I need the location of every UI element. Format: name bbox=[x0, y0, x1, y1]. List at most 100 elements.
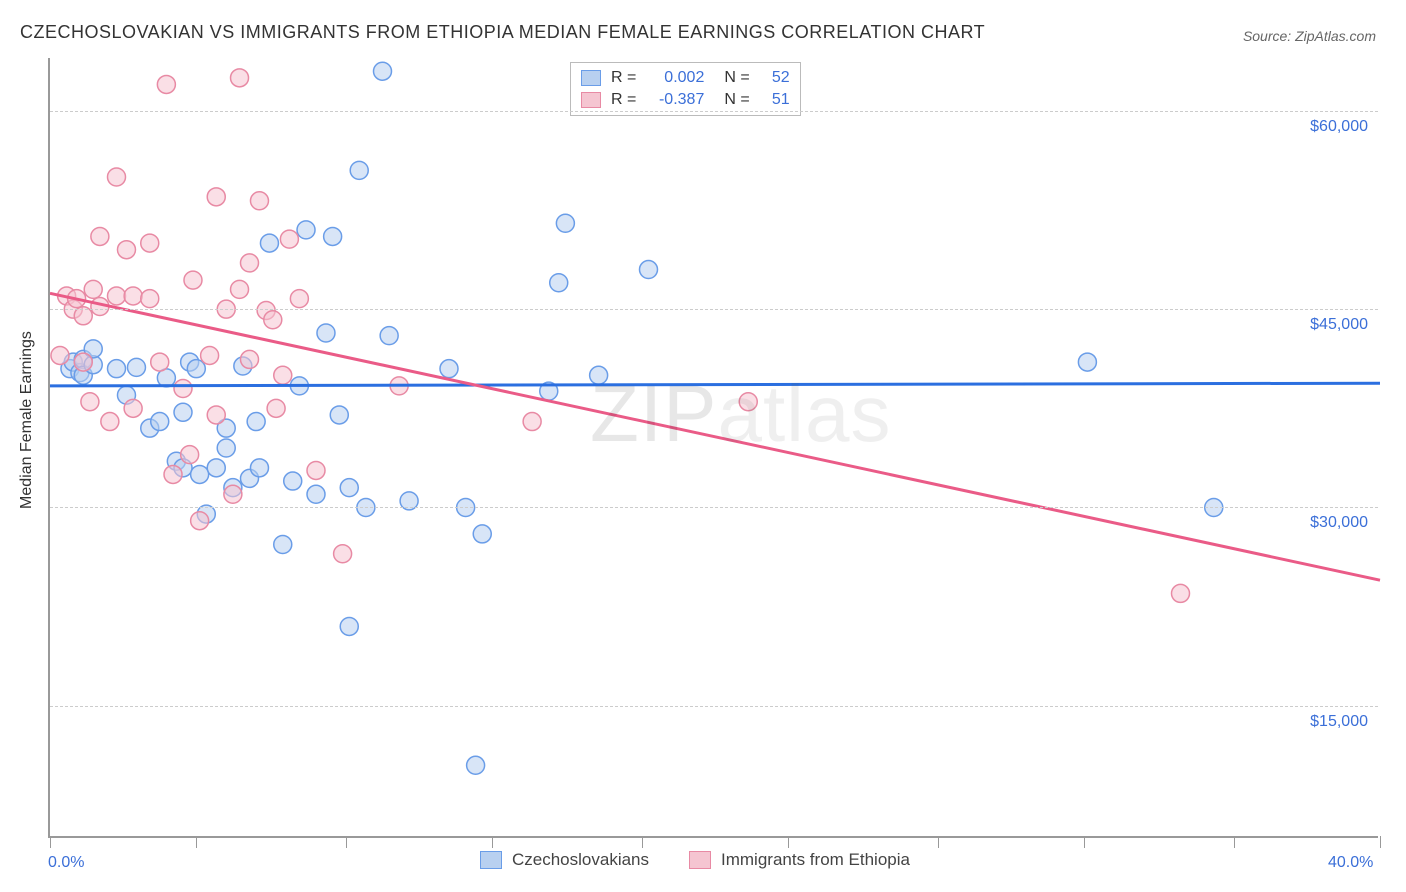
y-tick-label: $30,000 bbox=[1310, 514, 1368, 532]
data-point bbox=[84, 280, 102, 298]
data-point bbox=[290, 290, 308, 308]
data-point bbox=[224, 485, 242, 503]
r-label: R = bbox=[611, 67, 636, 89]
x-tick bbox=[642, 836, 643, 848]
data-point bbox=[124, 287, 142, 305]
legend-series-label: Immigrants from Ethiopia bbox=[721, 850, 910, 870]
data-point bbox=[250, 459, 268, 477]
data-point bbox=[187, 360, 205, 378]
stats-legend: R = 0.002 N = 52 R = -0.387 N = 51 bbox=[570, 62, 801, 116]
data-point bbox=[297, 221, 315, 239]
data-point bbox=[1172, 584, 1190, 602]
stats-legend-row: R = 0.002 N = 52 bbox=[581, 67, 790, 89]
data-point bbox=[207, 459, 225, 477]
data-point bbox=[556, 214, 574, 232]
data-point bbox=[267, 399, 285, 417]
data-point bbox=[334, 545, 352, 563]
gridline bbox=[50, 706, 1378, 707]
data-point bbox=[280, 230, 298, 248]
trend-line bbox=[50, 383, 1380, 386]
data-point bbox=[184, 271, 202, 289]
data-point bbox=[207, 406, 225, 424]
x-axis-min-label: 0.0% bbox=[48, 854, 84, 872]
r-label: R = bbox=[611, 89, 636, 111]
x-tick bbox=[938, 836, 939, 848]
n-label: N = bbox=[724, 67, 749, 89]
data-point bbox=[317, 324, 335, 342]
data-point bbox=[231, 69, 249, 87]
trend-line bbox=[50, 293, 1380, 580]
data-point bbox=[191, 465, 209, 483]
data-point bbox=[217, 439, 235, 457]
data-point bbox=[250, 192, 268, 210]
y-axis-label: Median Female Earnings bbox=[18, 331, 36, 509]
source-attribution: Source: ZipAtlas.com bbox=[1243, 28, 1376, 44]
data-point bbox=[274, 536, 292, 554]
data-point bbox=[247, 413, 265, 431]
data-point bbox=[174, 380, 192, 398]
x-tick bbox=[1084, 836, 1085, 848]
y-tick-label: $15,000 bbox=[1310, 713, 1368, 731]
data-point bbox=[164, 465, 182, 483]
data-point bbox=[141, 290, 159, 308]
stats-legend-row: R = -0.387 N = 51 bbox=[581, 89, 790, 111]
data-point bbox=[380, 327, 398, 345]
legend-swatch bbox=[581, 70, 601, 86]
data-point bbox=[108, 168, 126, 186]
data-point bbox=[739, 393, 757, 411]
data-point bbox=[117, 241, 135, 259]
gridline bbox=[50, 507, 1378, 508]
x-tick bbox=[346, 836, 347, 848]
data-point bbox=[274, 366, 292, 384]
data-point bbox=[108, 360, 126, 378]
y-tick-label: $60,000 bbox=[1310, 118, 1368, 136]
x-tick bbox=[1234, 836, 1235, 848]
r-value: -0.387 bbox=[646, 89, 704, 111]
data-point bbox=[191, 512, 209, 530]
legend-swatch bbox=[581, 92, 601, 108]
series-legend: Czechoslovakians Immigrants from Ethiopia bbox=[480, 850, 940, 870]
x-tick bbox=[492, 836, 493, 848]
data-point bbox=[467, 756, 485, 774]
data-point bbox=[174, 403, 192, 421]
gridline bbox=[50, 309, 1378, 310]
x-tick bbox=[1380, 836, 1381, 848]
data-point bbox=[330, 406, 348, 424]
data-point bbox=[151, 353, 169, 371]
data-point bbox=[340, 617, 358, 635]
data-point bbox=[260, 234, 278, 252]
r-value: 0.002 bbox=[646, 67, 704, 89]
x-tick bbox=[788, 836, 789, 848]
x-tick bbox=[50, 836, 51, 848]
x-axis-max-label: 40.0% bbox=[1328, 854, 1373, 872]
chart-title: CZECHOSLOVAKIAN VS IMMIGRANTS FROM ETHIO… bbox=[20, 22, 985, 43]
n-value: 51 bbox=[760, 89, 790, 111]
data-point bbox=[127, 358, 145, 376]
data-point bbox=[81, 393, 99, 411]
data-point bbox=[241, 254, 259, 272]
chart-plot-area: ZIPatlas R =0.002N =52R =-0.387N =51 $15… bbox=[48, 58, 1378, 838]
data-point bbox=[264, 311, 282, 329]
data-point bbox=[141, 234, 159, 252]
legend-swatch bbox=[689, 851, 711, 869]
data-point bbox=[640, 261, 658, 279]
data-point bbox=[74, 353, 92, 371]
data-point bbox=[151, 413, 169, 431]
data-point bbox=[590, 366, 608, 384]
data-point bbox=[440, 360, 458, 378]
data-point bbox=[307, 461, 325, 479]
data-point bbox=[241, 350, 259, 368]
n-value: 52 bbox=[760, 67, 790, 89]
legend-series-label: Czechoslovakians bbox=[512, 850, 649, 870]
data-point bbox=[350, 161, 368, 179]
data-point bbox=[201, 346, 219, 364]
n-label: N = bbox=[724, 89, 749, 111]
data-point bbox=[550, 274, 568, 292]
scatter-svg bbox=[50, 58, 1378, 836]
data-point bbox=[51, 346, 69, 364]
data-point bbox=[207, 188, 225, 206]
data-point bbox=[231, 280, 249, 298]
y-tick-label: $45,000 bbox=[1310, 316, 1368, 334]
data-point bbox=[307, 485, 325, 503]
data-point bbox=[91, 227, 109, 245]
